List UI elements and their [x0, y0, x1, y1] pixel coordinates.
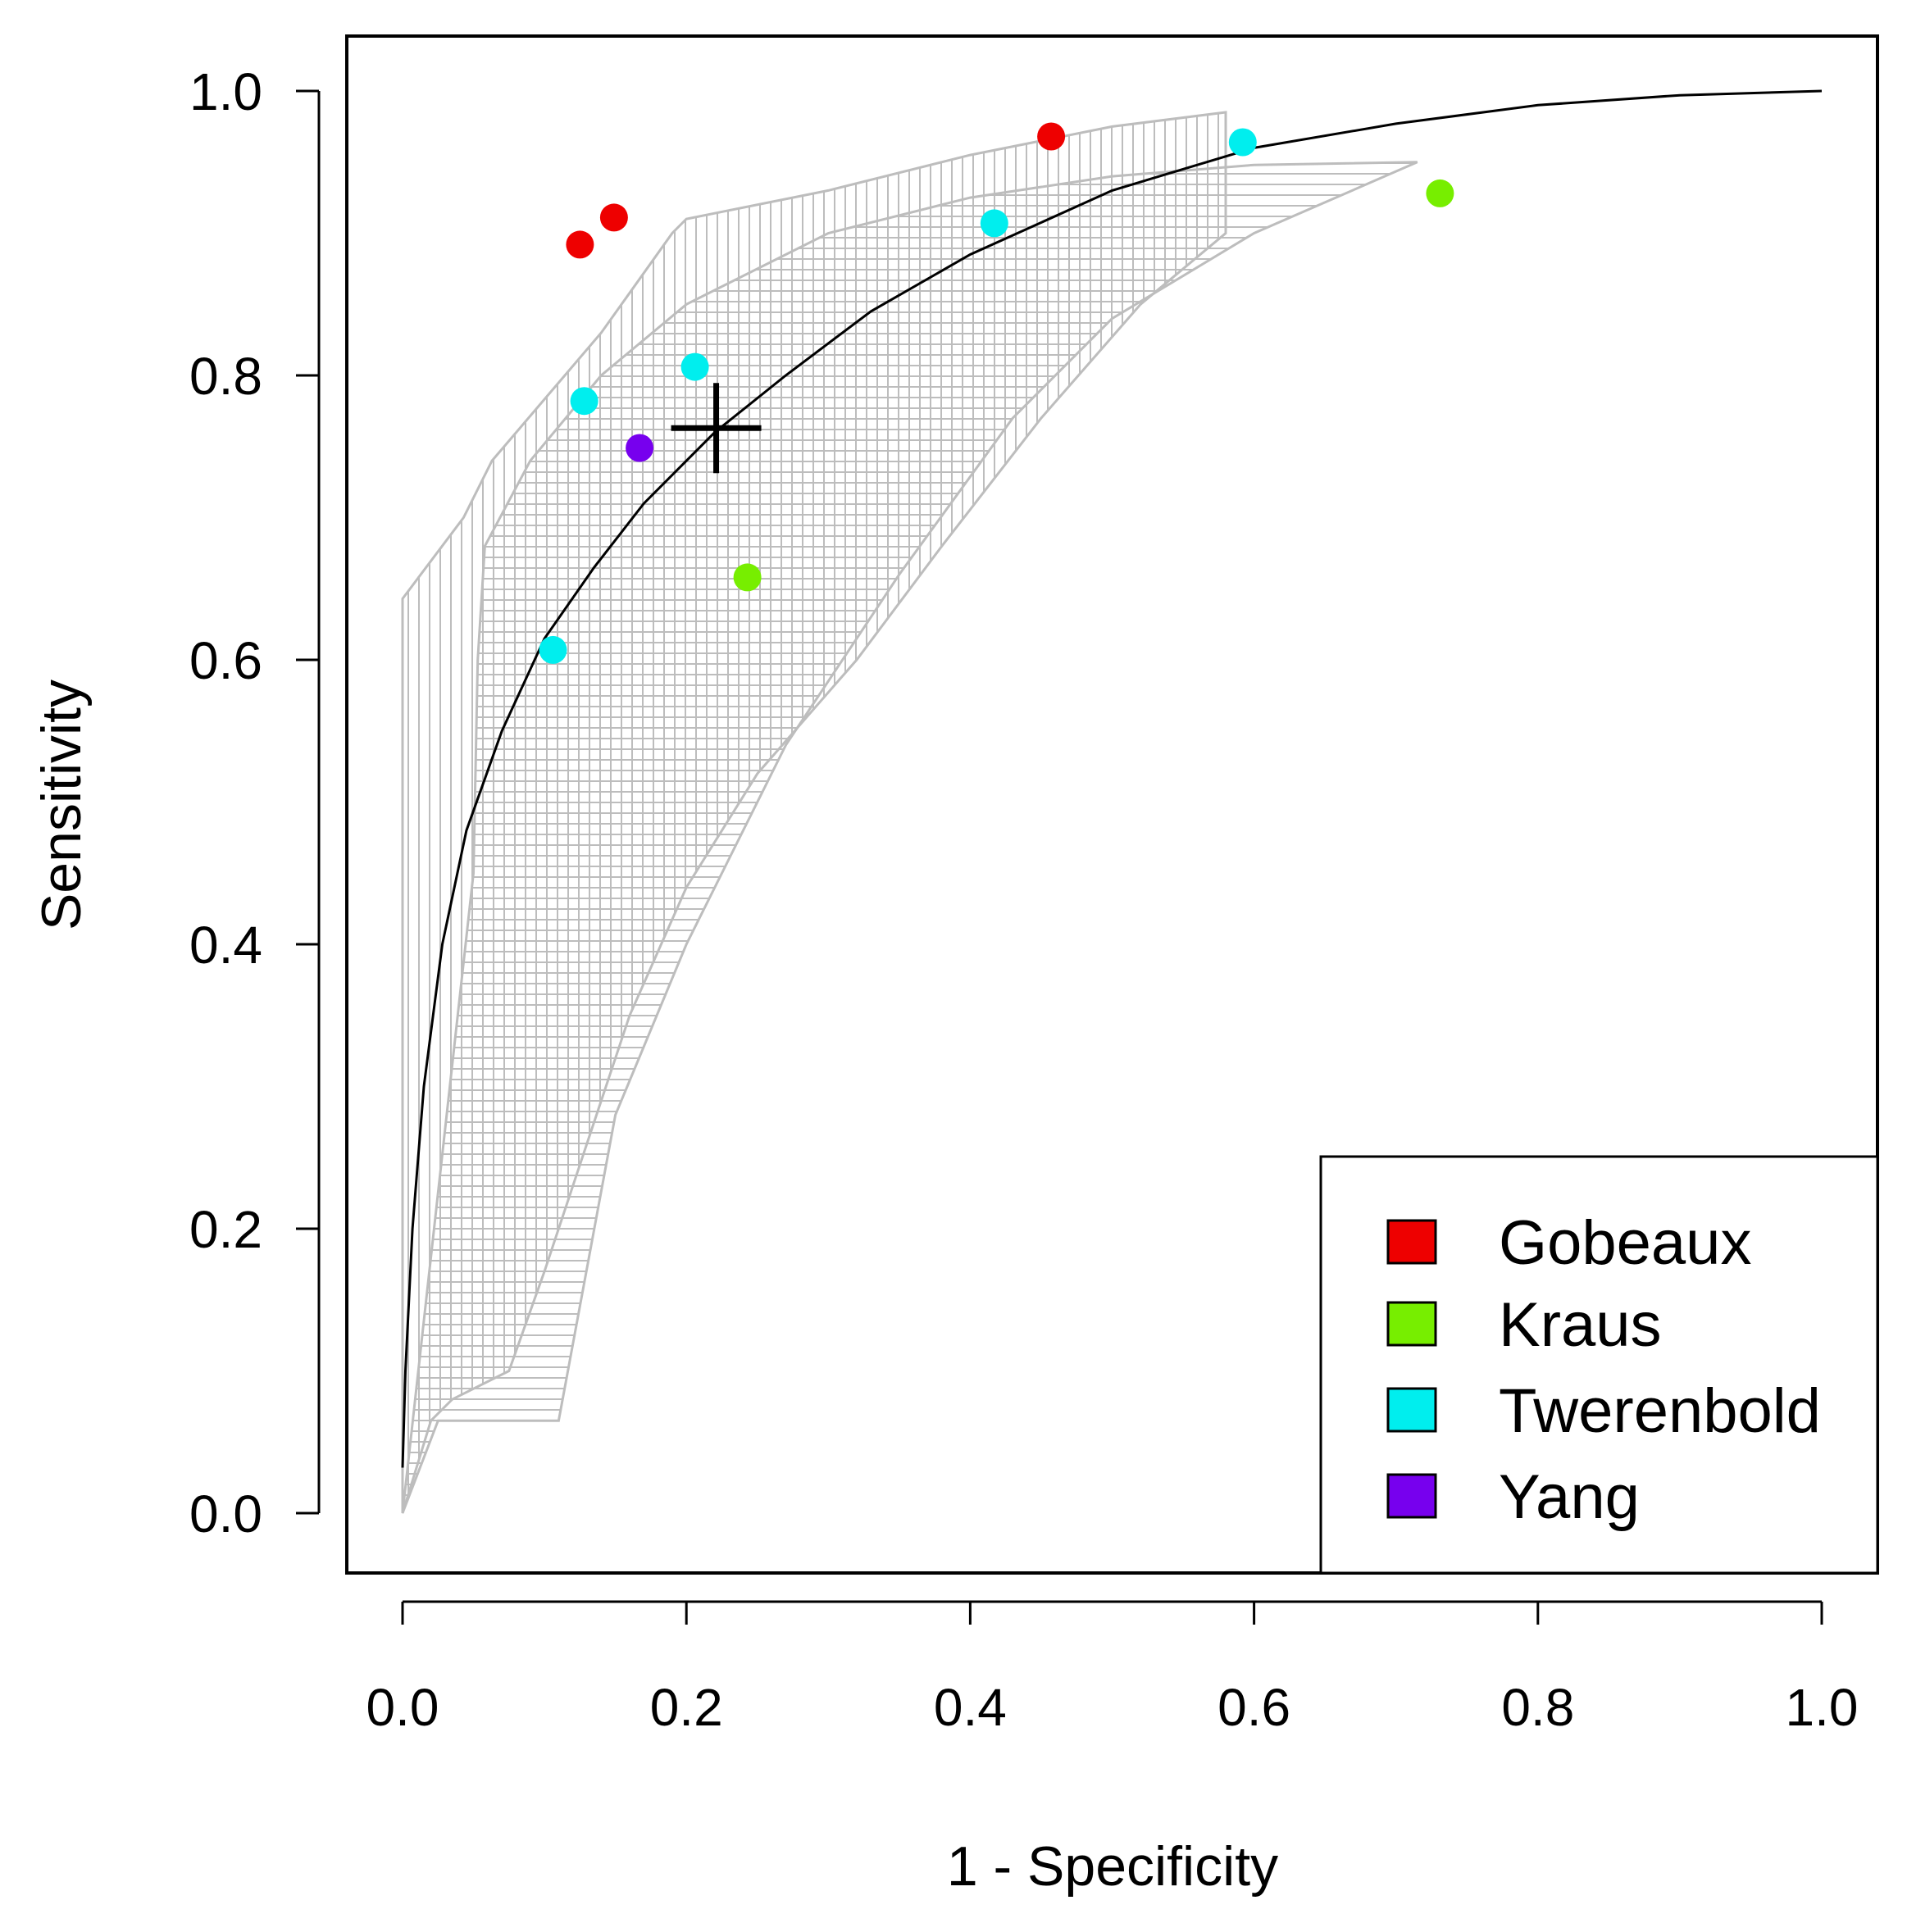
- x-axis: 0.0 0.2 0.4 0.6 0.8 1.0: [366, 1600, 1859, 1737]
- plot-frame: [345, 34, 1879, 1575]
- x-axis-title: 1 - Specificity: [947, 1835, 1278, 1898]
- y-tick-label: 0.8: [189, 347, 262, 406]
- legend-label-yang: Yang: [1499, 1462, 1640, 1532]
- prediction-region-outline: [401, 161, 1418, 1514]
- y-axis-title: Sensitivity: [30, 680, 93, 930]
- point-twerenbold: [1228, 128, 1257, 157]
- point-gobeaux: [1037, 122, 1066, 151]
- x-tick-label: 0.6: [1217, 1678, 1290, 1737]
- legend-label-twerenbold: Twerenbold: [1499, 1376, 1821, 1446]
- y-tick-label: 0.2: [189, 1200, 262, 1259]
- legend-swatch-kraus: [1386, 1301, 1437, 1347]
- point-gobeaux: [566, 230, 594, 259]
- y-axis: 0.0 0.2 0.4 0.6 0.8 1.0: [189, 62, 321, 1543]
- legend-label-gobeaux: Gobeaux: [1499, 1208, 1751, 1278]
- y-tick-label: 1.0: [189, 62, 262, 121]
- x-tick-label: 1.0: [1786, 1678, 1859, 1737]
- point-yang: [626, 434, 654, 462]
- legend-swatch-gobeaux: [1386, 1219, 1437, 1265]
- point-twerenbold: [570, 387, 598, 416]
- legend: Gobeaux Kraus Twerenbold Yang: [1319, 1155, 1879, 1575]
- point-gobeaux: [599, 203, 628, 232]
- x-tick-label: 0.8: [1501, 1678, 1574, 1737]
- sroc-curve: [401, 89, 1823, 1468]
- point-kraus: [733, 563, 762, 592]
- y-tick-label: 0.4: [189, 916, 262, 975]
- y-tick-label: 0.0: [189, 1484, 262, 1543]
- legend-swatch-yang: [1386, 1473, 1437, 1519]
- x-tick-label: 0.4: [934, 1678, 1007, 1737]
- study-points: [539, 122, 1454, 664]
- summary-point: [671, 383, 762, 474]
- point-twerenbold: [539, 635, 567, 664]
- point-twerenbold: [680, 352, 709, 381]
- x-tick-label: 0.0: [366, 1678, 439, 1737]
- legend-swatch-twerenbold: [1386, 1387, 1437, 1433]
- y-tick-label: 0.6: [189, 631, 262, 690]
- confidence-region-outline: [401, 111, 1227, 1514]
- point-kraus: [1426, 179, 1454, 207]
- x-tick-label: 0.2: [650, 1678, 723, 1737]
- legend-label-kraus: Kraus: [1499, 1290, 1662, 1360]
- point-twerenbold: [980, 209, 1008, 238]
